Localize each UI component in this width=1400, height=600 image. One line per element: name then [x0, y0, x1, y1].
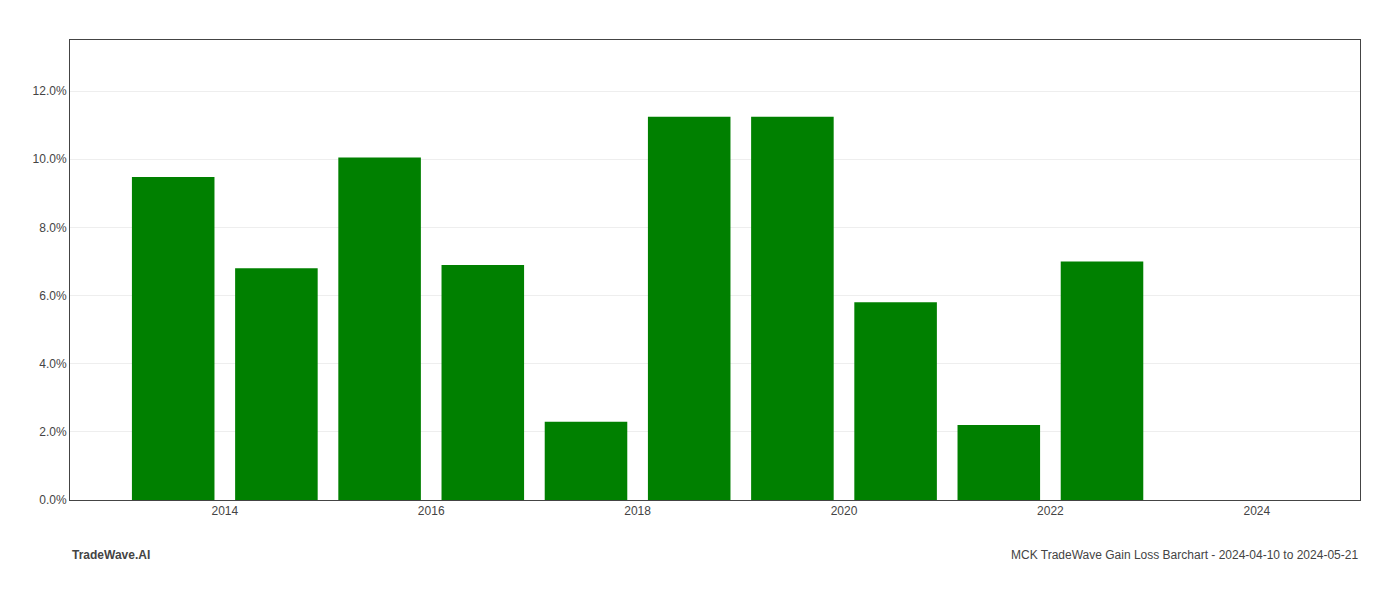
svg-text:MCK TradeWave Gain Loss Barcha: MCK TradeWave Gain Loss Barchart - 2024-…	[1011, 548, 1358, 562]
svg-text:2022: 2022	[1037, 504, 1064, 518]
svg-text:2024: 2024	[1243, 504, 1270, 518]
svg-text:2018: 2018	[624, 504, 651, 518]
svg-text:8.0%: 8.0%	[39, 221, 67, 235]
svg-text:12.0%: 12.0%	[33, 84, 67, 98]
svg-text:4.0%: 4.0%	[39, 357, 67, 371]
svg-text:2014: 2014	[211, 504, 238, 518]
svg-text:TradeWave.AI: TradeWave.AI	[72, 548, 150, 562]
svg-text:2016: 2016	[418, 504, 445, 518]
svg-text:2020: 2020	[831, 504, 858, 518]
svg-text:2.0%: 2.0%	[39, 425, 67, 439]
svg-text:10.0%: 10.0%	[33, 152, 67, 166]
svg-text:6.0%: 6.0%	[39, 289, 67, 303]
svg-text:0.0%: 0.0%	[39, 493, 67, 507]
